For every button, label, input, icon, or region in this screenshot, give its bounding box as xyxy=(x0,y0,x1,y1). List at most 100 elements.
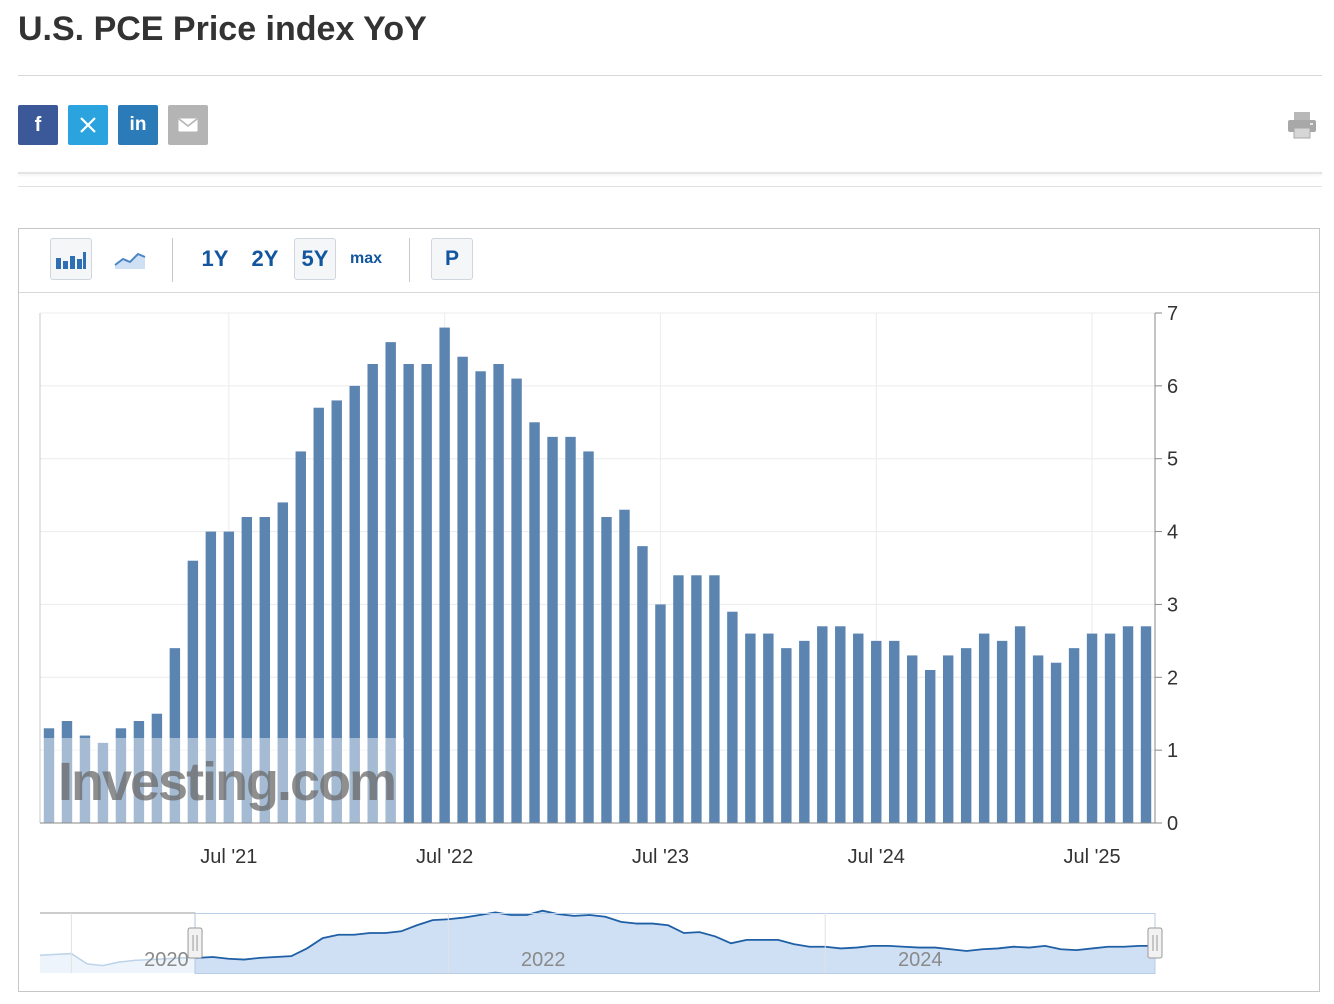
bar xyxy=(871,640,882,823)
bar xyxy=(43,728,55,823)
navigator-area xyxy=(195,910,1156,973)
bar xyxy=(565,436,576,823)
chart-bars xyxy=(43,327,1152,823)
bar xyxy=(205,531,217,823)
chart-toolbar: 1Y 2Y 5Y max P xyxy=(19,229,1319,293)
p-button[interactable]: P xyxy=(431,238,473,280)
bar xyxy=(439,327,450,823)
x-tick-label: Jul '21 xyxy=(200,846,257,868)
bar xyxy=(799,640,810,823)
bar xyxy=(331,400,342,823)
bar xyxy=(727,611,738,823)
bar xyxy=(853,633,864,823)
toolbar-separator xyxy=(172,238,173,282)
range-1y-button[interactable]: 1Y xyxy=(201,246,229,271)
bar xyxy=(259,517,271,823)
bar xyxy=(673,575,684,823)
bar xyxy=(1068,648,1080,823)
bar xyxy=(367,364,378,823)
bar xyxy=(187,560,199,823)
bar xyxy=(1014,626,1026,823)
bar xyxy=(960,648,972,823)
x-tick-label: Jul '25 xyxy=(1063,846,1120,868)
bar xyxy=(241,517,253,823)
bar xyxy=(1050,662,1062,823)
mail-icon xyxy=(178,118,198,132)
navigator-handle[interactable] xyxy=(1147,927,1163,959)
x-tick-label: Jul '23 xyxy=(632,846,689,868)
watermark-text: Investing.com xyxy=(58,752,395,812)
bar xyxy=(655,604,666,823)
bar-chart-button[interactable] xyxy=(50,238,92,280)
navigator-dim-line xyxy=(39,952,198,967)
bar xyxy=(583,451,594,823)
chart-panel: 1Y 2Y 5Y max P xyxy=(18,228,1320,992)
facebook-icon: f xyxy=(34,113,42,136)
bar xyxy=(475,371,486,823)
chart-axes: 0 1 2 3 4 5 6 7 Jul '21 Jul '22 Jul '23 Jul '24 Jul … xyxy=(39,303,1178,868)
bar xyxy=(529,422,540,823)
linkedin-share-button[interactable]: in xyxy=(118,105,158,145)
bar xyxy=(1104,633,1116,823)
print-button[interactable] xyxy=(1286,110,1318,140)
range-5y-button[interactable]: 5Y xyxy=(294,238,336,280)
watermark-overlay xyxy=(42,738,404,823)
bar xyxy=(349,385,360,823)
line-chart-button[interactable] xyxy=(109,238,151,280)
bar xyxy=(709,575,720,823)
section-divider xyxy=(18,186,1322,187)
bar xyxy=(835,626,846,823)
bar xyxy=(151,713,163,823)
line-chart-icon xyxy=(114,252,146,269)
bar xyxy=(817,626,828,823)
y-tick-label: 6 xyxy=(1167,376,1178,398)
bar xyxy=(295,451,306,823)
bar xyxy=(61,721,73,823)
bar xyxy=(691,575,702,823)
bar xyxy=(601,517,612,823)
range-max-button[interactable]: max xyxy=(349,250,383,267)
bar xyxy=(978,633,990,823)
bar xyxy=(79,735,91,823)
bar xyxy=(313,407,324,823)
bar xyxy=(115,728,127,823)
y-tick-label: 2 xyxy=(1167,667,1178,689)
toolbar-separator xyxy=(409,238,410,282)
bar xyxy=(996,640,1008,823)
bar xyxy=(223,531,235,823)
bar xyxy=(745,633,756,823)
navigator-year-label: 2020 xyxy=(144,949,189,971)
bar xyxy=(547,436,558,823)
bar xyxy=(907,655,918,823)
email-share-button[interactable] xyxy=(168,105,208,145)
bar xyxy=(924,670,936,823)
navigator-handle[interactable] xyxy=(187,927,203,959)
y-tick-label: 1 xyxy=(1167,740,1178,762)
navigator-year-label: 2022 xyxy=(521,949,566,971)
bar xyxy=(1122,626,1134,823)
navigator-dim-area xyxy=(40,953,198,973)
linkedin-icon: in xyxy=(129,114,147,135)
range-2y-button[interactable]: 2Y xyxy=(251,246,279,271)
share-divider xyxy=(18,172,1322,174)
y-tick-label: 0 xyxy=(1167,813,1178,835)
y-tick-label: 4 xyxy=(1167,522,1178,544)
navigator-line xyxy=(195,909,1155,961)
navigator-year-label: 2024 xyxy=(898,949,943,971)
x-icon xyxy=(80,117,96,133)
bar xyxy=(457,356,468,823)
bar xyxy=(1086,633,1098,823)
x-tick-label: Jul '24 xyxy=(848,846,905,868)
bar xyxy=(277,502,288,823)
bar xyxy=(942,655,954,823)
bar xyxy=(619,509,630,823)
title-divider xyxy=(18,75,1322,76)
facebook-share-button[interactable]: f xyxy=(18,105,58,145)
x-share-button[interactable] xyxy=(68,105,108,145)
bar xyxy=(403,364,414,823)
bar xyxy=(385,342,396,823)
bar xyxy=(169,648,181,823)
bar xyxy=(133,721,145,823)
y-tick-label: 3 xyxy=(1167,594,1178,616)
bar xyxy=(97,742,109,823)
